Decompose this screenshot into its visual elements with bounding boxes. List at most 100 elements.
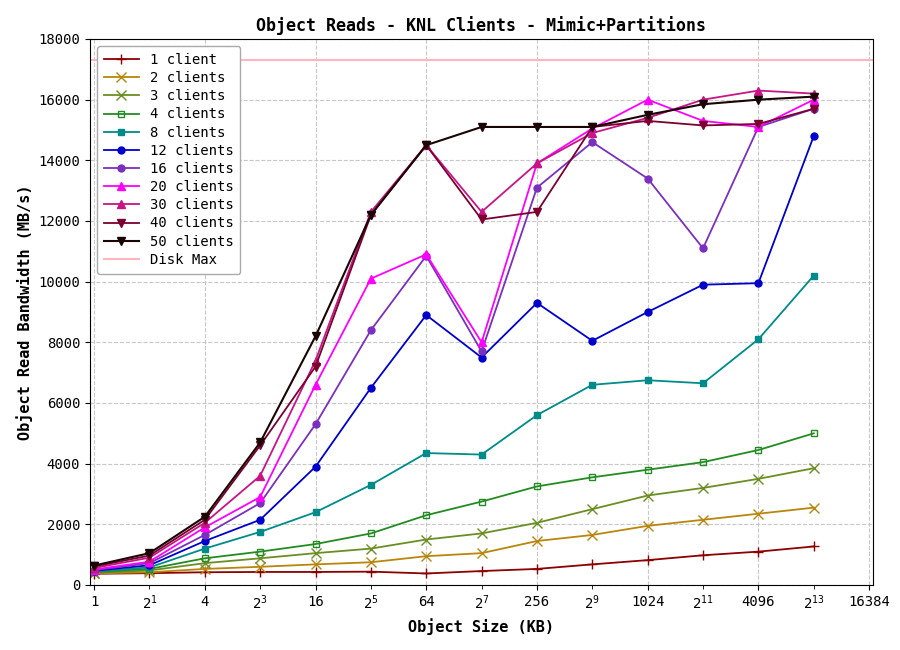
4 clients bbox=[698, 458, 708, 466]
2 clients bbox=[310, 560, 321, 568]
12 clients bbox=[144, 562, 155, 569]
20 clients bbox=[144, 558, 155, 566]
50 clients bbox=[365, 211, 376, 219]
40 clients bbox=[643, 117, 653, 125]
Legend: 1 client, 2 clients, 3 clients, 4 clients, 8 clients, 12 clients, 16 clients, 20: 1 client, 2 clients, 3 clients, 4 client… bbox=[97, 46, 240, 274]
40 clients bbox=[144, 552, 155, 560]
20 clients bbox=[310, 381, 321, 389]
2 clients bbox=[144, 568, 155, 576]
20 clients bbox=[587, 125, 598, 133]
1 client bbox=[144, 569, 155, 577]
8 clients bbox=[587, 381, 598, 389]
50 clients bbox=[753, 96, 764, 103]
8 clients bbox=[255, 528, 266, 536]
1 client bbox=[255, 568, 266, 576]
20 clients bbox=[200, 523, 211, 531]
16 clients bbox=[643, 175, 653, 183]
40 clients bbox=[698, 122, 708, 129]
1 client bbox=[753, 548, 764, 556]
20 clients bbox=[476, 339, 487, 346]
Line: 40 clients: 40 clients bbox=[90, 105, 818, 571]
30 clients bbox=[698, 96, 708, 103]
30 clients bbox=[421, 141, 432, 149]
12 clients bbox=[200, 537, 211, 545]
3 clients bbox=[200, 559, 211, 567]
16 clients bbox=[587, 138, 598, 146]
16 clients bbox=[808, 105, 819, 112]
40 clients bbox=[532, 208, 543, 216]
50 clients bbox=[587, 123, 598, 131]
30 clients bbox=[587, 129, 598, 137]
50 clients bbox=[698, 100, 708, 108]
8 clients bbox=[808, 272, 819, 280]
3 clients bbox=[421, 536, 432, 543]
4 clients bbox=[255, 548, 266, 556]
50 clients bbox=[421, 141, 432, 149]
12 clients bbox=[310, 463, 321, 471]
1 client bbox=[89, 570, 100, 578]
8 clients bbox=[144, 564, 155, 571]
16 clients bbox=[200, 531, 211, 539]
1 client bbox=[698, 551, 708, 559]
30 clients bbox=[89, 564, 100, 572]
1 client bbox=[200, 568, 211, 576]
4 clients bbox=[808, 430, 819, 437]
16 clients bbox=[89, 566, 100, 574]
40 clients bbox=[365, 211, 376, 219]
2 clients bbox=[421, 552, 432, 560]
16 clients bbox=[698, 244, 708, 252]
Title: Object Reads - KNL Clients - Mimic+Partitions: Object Reads - KNL Clients - Mimic+Parti… bbox=[256, 16, 706, 34]
50 clients bbox=[200, 513, 211, 521]
3 clients bbox=[698, 484, 708, 492]
4 clients bbox=[476, 498, 487, 506]
12 clients bbox=[643, 308, 653, 316]
3 clients bbox=[587, 505, 598, 513]
20 clients bbox=[421, 250, 432, 258]
3 clients bbox=[643, 491, 653, 499]
3 clients bbox=[532, 519, 543, 526]
30 clients bbox=[643, 114, 653, 122]
2 clients bbox=[808, 504, 819, 512]
40 clients bbox=[808, 105, 819, 112]
Disk Max bbox=[89, 57, 100, 64]
30 clients bbox=[144, 554, 155, 562]
3 clients bbox=[89, 569, 100, 577]
3 clients bbox=[255, 554, 266, 562]
2 clients bbox=[89, 569, 100, 577]
1 client bbox=[421, 569, 432, 577]
1 client bbox=[532, 565, 543, 573]
8 clients bbox=[89, 567, 100, 575]
2 clients bbox=[365, 558, 376, 566]
2 clients bbox=[255, 563, 266, 571]
40 clients bbox=[89, 563, 100, 571]
X-axis label: Object Size (KB): Object Size (KB) bbox=[409, 618, 554, 635]
Line: 2 clients: 2 clients bbox=[89, 503, 819, 578]
8 clients bbox=[698, 380, 708, 387]
1 client bbox=[365, 567, 376, 575]
4 clients bbox=[421, 512, 432, 519]
16 clients bbox=[421, 252, 432, 260]
3 clients bbox=[808, 464, 819, 472]
16 clients bbox=[753, 123, 764, 131]
40 clients bbox=[587, 123, 598, 131]
12 clients bbox=[753, 280, 764, 287]
1 client bbox=[808, 543, 819, 551]
8 clients bbox=[532, 411, 543, 419]
16 clients bbox=[255, 499, 266, 507]
4 clients bbox=[365, 530, 376, 538]
4 clients bbox=[532, 482, 543, 490]
50 clients bbox=[643, 111, 653, 119]
1 client bbox=[643, 556, 653, 564]
16 clients bbox=[532, 184, 543, 192]
3 clients bbox=[365, 545, 376, 552]
4 clients bbox=[200, 554, 211, 562]
12 clients bbox=[532, 299, 543, 307]
12 clients bbox=[365, 384, 376, 392]
Line: 16 clients: 16 clients bbox=[91, 105, 817, 573]
50 clients bbox=[808, 93, 819, 101]
2 clients bbox=[643, 522, 653, 530]
3 clients bbox=[753, 475, 764, 483]
2 clients bbox=[532, 537, 543, 545]
4 clients bbox=[753, 446, 764, 454]
50 clients bbox=[310, 332, 321, 340]
